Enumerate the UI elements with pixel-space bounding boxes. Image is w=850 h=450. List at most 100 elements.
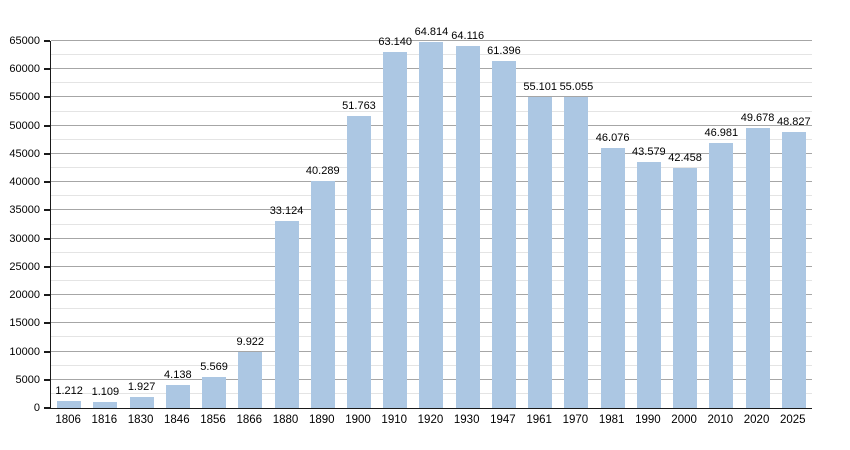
bar-slot: 55.101: [522, 41, 558, 408]
bar-slot: 55.055: [558, 41, 594, 408]
x-tick-label: 2000: [671, 414, 697, 426]
bar-value-label: 61.396: [487, 45, 521, 58]
x-tick-label: 1846: [164, 414, 190, 426]
bar-1990: [636, 161, 661, 408]
bar-1890: [310, 180, 335, 408]
bar-value-label: 42.458: [668, 152, 702, 165]
y-tick-label: 60000: [9, 63, 40, 76]
gridline-major: [51, 40, 812, 41]
y-tick-label: 30000: [9, 232, 40, 245]
bar-value-label: 43.579: [632, 145, 666, 158]
x-tick-label: 1880: [272, 414, 299, 426]
bar-value-label: 9.922: [236, 335, 265, 348]
bar-slot: 61.396: [486, 41, 522, 408]
y-tick-label: 40000: [9, 176, 40, 189]
x-tick-label: 1920: [417, 414, 444, 426]
bar-slot: 4.138: [160, 41, 196, 408]
bar-value-label: 63.140: [378, 35, 413, 48]
y-tick-label: 10000: [9, 345, 40, 358]
x-tick-label: 1856: [200, 414, 226, 426]
y-tick-mark: [44, 378, 50, 381]
bar-value-label: 33.124: [269, 204, 304, 217]
y-tick-mark: [44, 407, 50, 409]
bar-slot: 51.763: [341, 41, 377, 408]
bar-slot: 48.827: [776, 41, 812, 408]
bar-1900: [346, 115, 371, 408]
bar-1856: [202, 376, 227, 408]
y-tick-mark: [44, 68, 50, 71]
x-tick-label: 1806: [55, 414, 81, 426]
bar-value-label: 48.827: [776, 116, 811, 129]
bar-2000: [673, 168, 698, 408]
bar-slot: 63.140: [377, 36, 413, 408]
bar-slot: 1.927: [123, 41, 159, 408]
bar-value-label: 1.927: [127, 381, 156, 394]
bar-1816: [93, 401, 118, 408]
x-tick-label: 1990: [635, 414, 661, 426]
bar-slot: 1.109: [87, 41, 123, 408]
y-tick-mark: [44, 40, 50, 42]
bar-slot: 46.981: [703, 41, 739, 408]
bar-slot: 42.458: [667, 41, 703, 408]
x-tick-label: 1816: [91, 414, 118, 426]
bar-value-label: 40.289: [305, 164, 340, 177]
bar-1920: [419, 42, 444, 408]
bar-1970: [564, 97, 589, 408]
bar-1981: [600, 147, 625, 408]
plot-area: 1.212 1.109 1.927 4.138 5.569 9.922 33.124 40.2…: [50, 26, 812, 409]
x-tick-label: 2010: [707, 414, 734, 426]
y-tick-mark: [44, 322, 50, 325]
bar-slot: 9.922: [232, 41, 268, 408]
y-tick-label: 65000: [9, 35, 40, 47]
x-tick-label: 1866: [236, 414, 263, 426]
bar-value-label: 64.116: [451, 30, 485, 42]
bar-slot: 64.814: [413, 26, 449, 408]
x-tick-label: 1910: [381, 414, 408, 426]
y-tick-label: 0: [33, 402, 40, 414]
bar-1961: [528, 96, 553, 408]
y-tick-label: 50000: [9, 119, 40, 132]
bar-1846: [165, 384, 190, 408]
y-tick-mark: [44, 350, 50, 353]
bar-1930: [455, 46, 480, 408]
y-tick-label: 20000: [9, 289, 40, 302]
bar-1880: [274, 220, 299, 408]
x-tick-label: 1981: [598, 414, 625, 426]
x-tick-label: 1900: [345, 414, 371, 426]
x-tick-label: 2025: [780, 414, 806, 426]
bar-slot: 40.289: [305, 41, 341, 408]
y-tick-label: 35000: [9, 204, 40, 217]
x-axis: 1806 1816 1830 1846 1856 1866 1880 1890 1900 1910…: [50, 414, 811, 427]
bar-value-label: 1.212: [55, 385, 83, 398]
bar-value-label: 1.109: [91, 385, 120, 398]
y-tick-mark: [44, 96, 50, 99]
bar-slot: 64.116: [450, 30, 486, 408]
bar-1947: [491, 61, 516, 408]
bar-1910: [383, 51, 408, 408]
y-tick-mark: [44, 237, 50, 240]
y-tick-mark: [44, 294, 50, 297]
bar-value-label: 4.138: [164, 368, 192, 381]
y-tick-mark: [44, 209, 50, 212]
x-tick-label: 1947: [490, 414, 516, 426]
bar-value-label: 46.981: [704, 126, 739, 139]
x-tick-label: 1890: [308, 414, 335, 426]
x-tick-label: 1970: [562, 414, 589, 426]
bar-1806: [57, 401, 82, 408]
bar-value-label: 64.814: [414, 26, 449, 39]
bar-1830: [129, 397, 154, 408]
bar-2010: [709, 142, 734, 408]
y-tick-label: 25000: [9, 260, 40, 273]
x-tick-label: 1930: [453, 414, 480, 426]
bar-slot: 46.076: [595, 41, 631, 408]
y-tick-mark: [44, 152, 50, 155]
bar-slot: 33.124: [268, 41, 304, 408]
bar-2020: [745, 127, 770, 408]
bar-slot: 1.212: [51, 41, 87, 408]
x-tick-label: 1830: [127, 414, 154, 426]
y-tick-label: 15000: [9, 317, 40, 330]
bar-slot: 43.579: [631, 41, 667, 408]
x-tick-label: 1961: [526, 414, 552, 426]
bar-value-label: 46.076: [595, 131, 630, 144]
